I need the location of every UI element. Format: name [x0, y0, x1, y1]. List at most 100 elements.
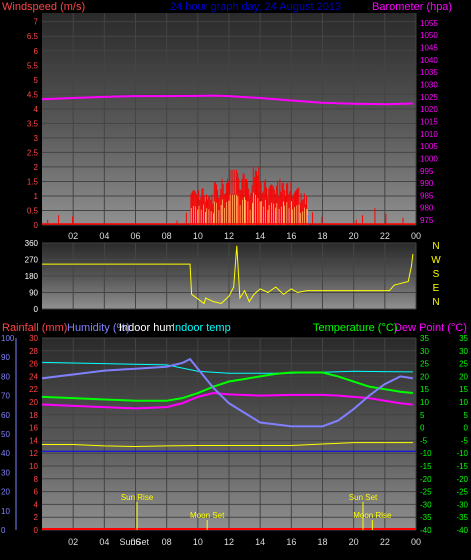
- baro-tick-label: 1030: [420, 80, 438, 89]
- humidity-tick-label: 30: [1, 468, 10, 477]
- x-tick-label: 22: [380, 231, 390, 241]
- temp-tick-label-right: -10: [456, 449, 468, 458]
- x-tick-label: 12: [224, 537, 234, 547]
- wind-tick-label: 0: [34, 221, 39, 230]
- temp-tick-label: 5: [420, 411, 425, 420]
- temp-tick-label-right: -15: [456, 462, 468, 471]
- rain-tick-label: 20: [29, 398, 38, 407]
- humidity-tick-label: 80: [1, 372, 10, 381]
- humidity-tick-label: 20: [1, 488, 10, 497]
- x-tick-label: 04: [99, 537, 109, 547]
- x-tick-label: 04: [99, 231, 109, 241]
- x-tick-label: 12: [224, 231, 234, 241]
- humidity-line: [41, 357, 414, 428]
- humidity-tick-label: 50: [1, 430, 10, 439]
- x-tick-label: 06: [130, 231, 140, 241]
- x-tick-label: 14: [255, 231, 265, 241]
- wind-direction-line: [42, 245, 414, 305]
- baro-tick-label: 980: [420, 204, 434, 213]
- temp-tick-label-right: -5: [461, 436, 469, 445]
- temp-tick-label-right: 5: [464, 411, 469, 420]
- sunset-bottom-label: SunSet: [119, 537, 149, 547]
- wind-tick-label: 4: [34, 105, 39, 114]
- compass-letter: S: [433, 269, 440, 280]
- wind-tick-label: 5.5: [27, 61, 39, 70]
- rain-tick-label: 8: [34, 475, 39, 484]
- legend-dew-point: Dew Point (°C): [394, 322, 467, 334]
- direction-tick-label: 90: [29, 289, 38, 298]
- x-tick-label: 06: [130, 537, 140, 547]
- direction-tick-label: 270: [25, 256, 39, 265]
- temp-tick-label: 0: [420, 424, 425, 433]
- baro-tick-label: 985: [420, 191, 434, 200]
- wind-tick-label: 3: [34, 134, 39, 143]
- baro-tick-label: 1040: [420, 56, 438, 65]
- wind-tick-label: 6.5: [27, 32, 39, 41]
- temp-tick-label-right: -20: [456, 475, 468, 484]
- x-tick-label: 20: [349, 231, 359, 241]
- compass-letter: N: [432, 241, 439, 252]
- x-tick-label: 08: [162, 537, 172, 547]
- temp-tick-label-right: 10: [459, 398, 468, 407]
- x-tick-label: 16: [286, 537, 296, 547]
- compass-letter: N: [432, 297, 439, 308]
- x-tick-label: 10: [193, 537, 203, 547]
- baro-tick-label: 1050: [420, 31, 438, 40]
- baro-tick-label: 1015: [420, 117, 438, 126]
- temp-tick-label-right: 15: [459, 385, 468, 394]
- temp-tick-label: 30: [420, 347, 429, 356]
- baro-tick-label: 1020: [420, 105, 438, 114]
- x-tick-label: 00: [411, 537, 421, 547]
- temp-tick-label: -10: [420, 449, 432, 458]
- humidity-tick-label: 100: [1, 334, 15, 343]
- temp-tick-label: -15: [420, 462, 432, 471]
- temp-tick-label: -40: [420, 526, 432, 535]
- legend-humidity: Humidity (%): [67, 322, 130, 334]
- wind-tick-label: 4.5: [27, 90, 39, 99]
- baro-tick-label: 1000: [420, 154, 438, 163]
- legend-indoor-temp: Indoor temp: [172, 322, 231, 334]
- baro-tick-label: 990: [420, 179, 434, 188]
- direction-tick-label: 360: [25, 239, 39, 248]
- rain-tick-label: 4: [34, 500, 39, 509]
- temp-tick-label-right: -25: [456, 488, 468, 497]
- x-tick-label: 08: [162, 231, 172, 241]
- temp-tick-label-right: 0: [464, 424, 469, 433]
- humidity-tick-label: 70: [1, 392, 10, 401]
- x-tick-label: 18: [317, 231, 327, 241]
- x-tick-label: 18: [317, 537, 327, 547]
- baro-tick-label: 975: [420, 216, 434, 225]
- compass-letter: W: [431, 255, 441, 266]
- x-tick-label: 02: [68, 537, 78, 547]
- rain-tick-label: 26: [29, 360, 38, 369]
- x-tick-label: 22: [380, 537, 390, 547]
- rain-tick-label: 14: [29, 436, 38, 445]
- rain-tick-label: 6: [34, 488, 39, 497]
- temp-tick-label: 15: [420, 385, 429, 394]
- indoor-temp-line: [41, 361, 413, 374]
- temp-tick-label: -35: [420, 513, 432, 522]
- compass-letter: E: [433, 283, 440, 294]
- baro-tick-label: 1010: [420, 130, 438, 139]
- temp-tick-label-right: 25: [459, 360, 468, 369]
- wind-tick-label: 1.5: [27, 177, 39, 186]
- temp-tick-label-right: -30: [456, 500, 468, 509]
- direction-tick-label: 180: [25, 272, 39, 281]
- humidity-tick-label: 10: [1, 507, 10, 516]
- wind-tick-label: 2: [34, 163, 39, 172]
- temp-tick-label-right: -35: [456, 513, 468, 522]
- baro-tick-label: 995: [420, 167, 434, 176]
- baro-tick-label: 1025: [420, 93, 438, 102]
- humidity-tick-label: 0: [1, 526, 6, 535]
- legend-indoor-hum: Indoor hum: [119, 322, 175, 334]
- rain-tick-label: 28: [29, 347, 38, 356]
- temp-tick-label-right: -40: [456, 526, 468, 535]
- event-label: Sun Set: [349, 493, 378, 502]
- rain-tick-label: 2: [34, 513, 39, 522]
- legend-temperature: Temperature (°C): [313, 322, 397, 334]
- direction-tick-label: 0: [34, 305, 39, 314]
- temperature-line: [41, 371, 413, 402]
- wind-tick-label: 5: [34, 76, 39, 85]
